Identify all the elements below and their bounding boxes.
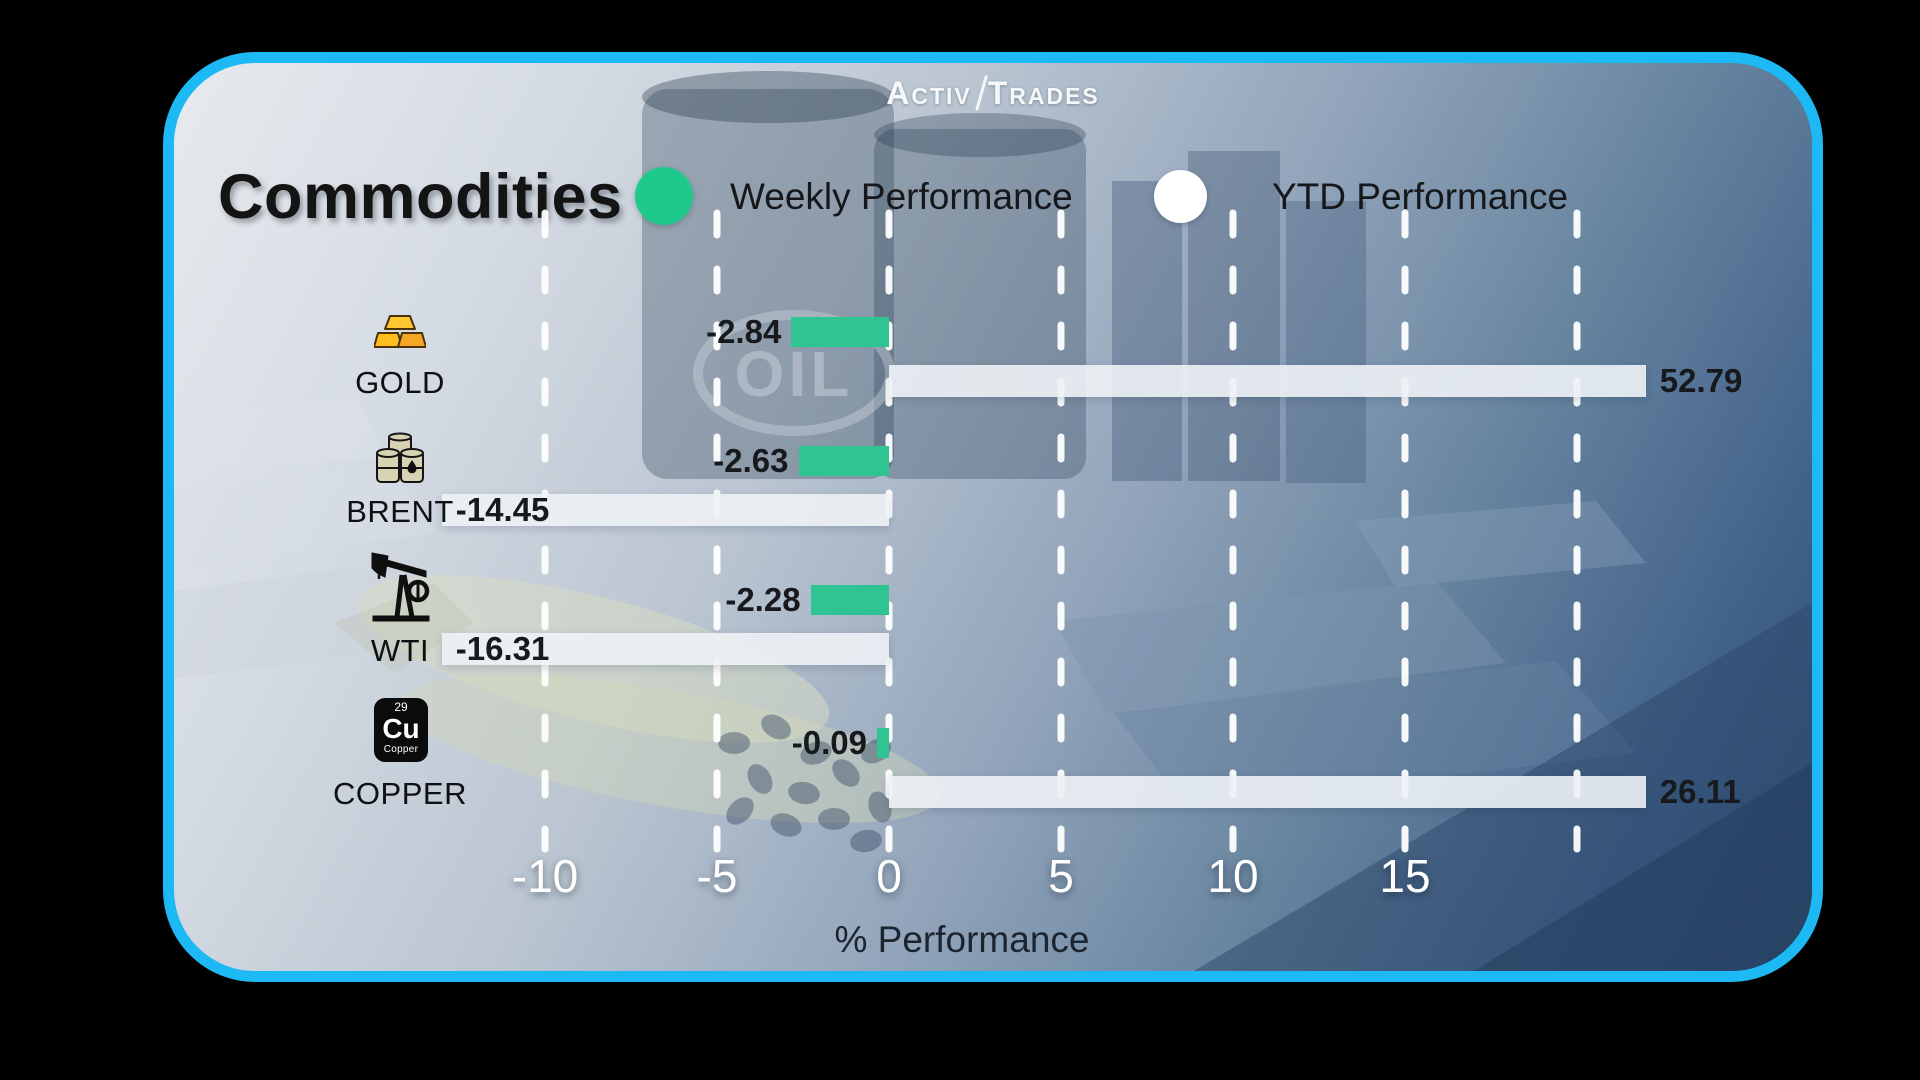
oil-barrels-icon bbox=[375, 432, 425, 491]
category-label: WTI bbox=[370, 633, 430, 668]
weekly-value: -2.84 bbox=[706, 313, 782, 350]
oil-pump-jack-icon bbox=[370, 543, 432, 630]
chart-row-brent: BRENT -2.63 -14.45 bbox=[174, 432, 1812, 564]
weekly-legend-label: Weekly Performance bbox=[730, 176, 1073, 217]
chart-plot-area: GOLD -2.84 52.79 bbox=[174, 63, 1812, 971]
chart-row-wti: WTI -2.28 -16.31 bbox=[174, 552, 1812, 703]
weekly-value: -0.09 bbox=[791, 724, 867, 761]
category-label: GOLD bbox=[355, 365, 445, 400]
ytd-value: 52.79 bbox=[1659, 362, 1743, 399]
x-tick-label: -10 bbox=[511, 850, 579, 902]
element-name: Copper bbox=[383, 744, 419, 755]
ytd-bar bbox=[441, 633, 889, 665]
ytd-legend-dot bbox=[1154, 170, 1207, 223]
x-tick-label: -5 bbox=[696, 850, 738, 902]
weekly-bar bbox=[791, 317, 889, 347]
weekly-value: -2.63 bbox=[713, 442, 789, 479]
ytd-value: -16.31 bbox=[455, 630, 550, 667]
weekly-bar bbox=[810, 585, 889, 615]
element-number: 29 bbox=[394, 700, 408, 714]
category-label: COPPER bbox=[333, 776, 467, 811]
ytd-bar bbox=[889, 776, 1646, 808]
page-title: Commodities bbox=[218, 162, 623, 232]
ytd-bar bbox=[889, 365, 1646, 397]
weekly-bar bbox=[798, 446, 889, 476]
x-tick-label: 0 bbox=[876, 850, 902, 902]
weekly-bar bbox=[877, 728, 889, 758]
ytd-value: 26.11 bbox=[1659, 773, 1741, 810]
logo-slash-icon bbox=[975, 75, 988, 111]
logo-word-activ: Activ bbox=[886, 75, 972, 111]
commodities-card: OIL bbox=[163, 52, 1823, 982]
chart-row-copper: 29 Cu Copper COPPER -0.09 26.11 bbox=[174, 698, 1812, 846]
element-symbol: Cu bbox=[382, 713, 420, 744]
ytd-legend-label: YTD Performance bbox=[1272, 176, 1569, 217]
weekly-legend-dot bbox=[635, 167, 693, 225]
activtrades-logo: Activ Trades bbox=[174, 75, 1812, 112]
x-tick-label: 15 bbox=[1379, 850, 1431, 902]
ytd-value: -14.45 bbox=[455, 491, 550, 528]
logo-word-trades: Trades bbox=[987, 75, 1100, 111]
chart-row-gold: GOLD -2.84 52.79 bbox=[174, 313, 1812, 435]
x-tick-label: 5 bbox=[1048, 850, 1074, 902]
ytd-bar bbox=[441, 494, 889, 526]
weekly-value: -2.28 bbox=[725, 581, 801, 618]
x-tick-label: 10 bbox=[1207, 850, 1259, 902]
copper-element-icon: 29 Cu Copper bbox=[374, 698, 428, 762]
category-label: BRENT bbox=[346, 494, 454, 529]
x-axis-title: % Performance bbox=[834, 919, 1090, 960]
gold-bars-icon bbox=[373, 313, 427, 356]
